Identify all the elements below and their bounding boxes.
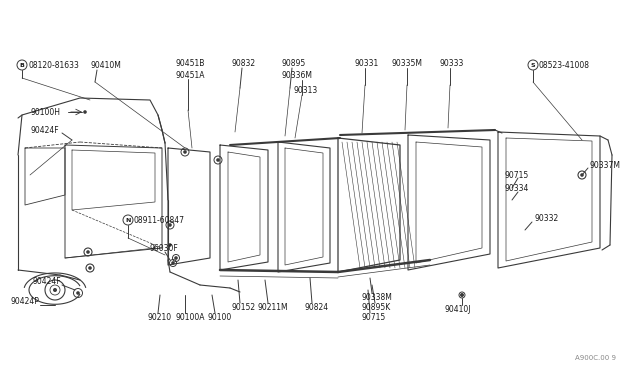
- Text: 90334: 90334: [505, 183, 529, 192]
- Text: 90451B: 90451B: [175, 58, 204, 67]
- Text: 90424F: 90424F: [32, 278, 61, 286]
- Circle shape: [88, 266, 92, 270]
- Circle shape: [174, 256, 178, 260]
- Circle shape: [86, 250, 90, 254]
- Circle shape: [172, 261, 175, 265]
- Text: 90335M: 90335M: [392, 58, 423, 67]
- Circle shape: [460, 293, 464, 297]
- Text: 90152: 90152: [232, 304, 256, 312]
- Text: 90337M: 90337M: [590, 160, 621, 170]
- Text: 90336M: 90336M: [282, 71, 313, 80]
- Text: 90333: 90333: [440, 58, 465, 67]
- Text: 08911-60847: 08911-60847: [134, 215, 185, 224]
- Text: 90424F: 90424F: [30, 125, 59, 135]
- Text: 90100A: 90100A: [175, 314, 205, 323]
- Text: 08523-41008: 08523-41008: [539, 61, 590, 70]
- Text: S: S: [531, 62, 535, 67]
- Text: 90410M: 90410M: [90, 61, 121, 70]
- Text: A900C.00 9: A900C.00 9: [575, 355, 616, 361]
- Text: 90451A: 90451A: [175, 71, 205, 80]
- Text: 08120-81633: 08120-81633: [28, 61, 79, 70]
- Text: N: N: [125, 218, 131, 222]
- Text: 90211M: 90211M: [258, 304, 289, 312]
- Circle shape: [83, 110, 87, 114]
- Circle shape: [168, 223, 172, 227]
- Text: 90100: 90100: [208, 314, 232, 323]
- Circle shape: [76, 291, 80, 295]
- Circle shape: [580, 173, 584, 177]
- Circle shape: [53, 288, 57, 292]
- Text: 90331: 90331: [355, 58, 380, 67]
- Text: 90210: 90210: [148, 314, 172, 323]
- Text: 90338M: 90338M: [362, 294, 393, 302]
- Circle shape: [460, 293, 464, 297]
- Text: 90824: 90824: [305, 304, 329, 312]
- Text: 96030F: 96030F: [150, 244, 179, 253]
- Text: B: B: [20, 62, 24, 67]
- Text: 90100H: 90100H: [30, 108, 60, 116]
- Circle shape: [216, 158, 220, 162]
- Text: 90410J: 90410J: [445, 305, 472, 314]
- Circle shape: [183, 150, 187, 154]
- Text: 90715: 90715: [505, 170, 529, 180]
- Text: 90313: 90313: [294, 86, 318, 94]
- Text: 90895: 90895: [282, 58, 307, 67]
- Text: 90832: 90832: [232, 58, 256, 67]
- Text: 90895K: 90895K: [362, 304, 391, 312]
- Text: 90424P: 90424P: [10, 298, 39, 307]
- Text: 90332: 90332: [535, 214, 559, 222]
- Circle shape: [168, 243, 172, 247]
- Text: 90715: 90715: [362, 314, 387, 323]
